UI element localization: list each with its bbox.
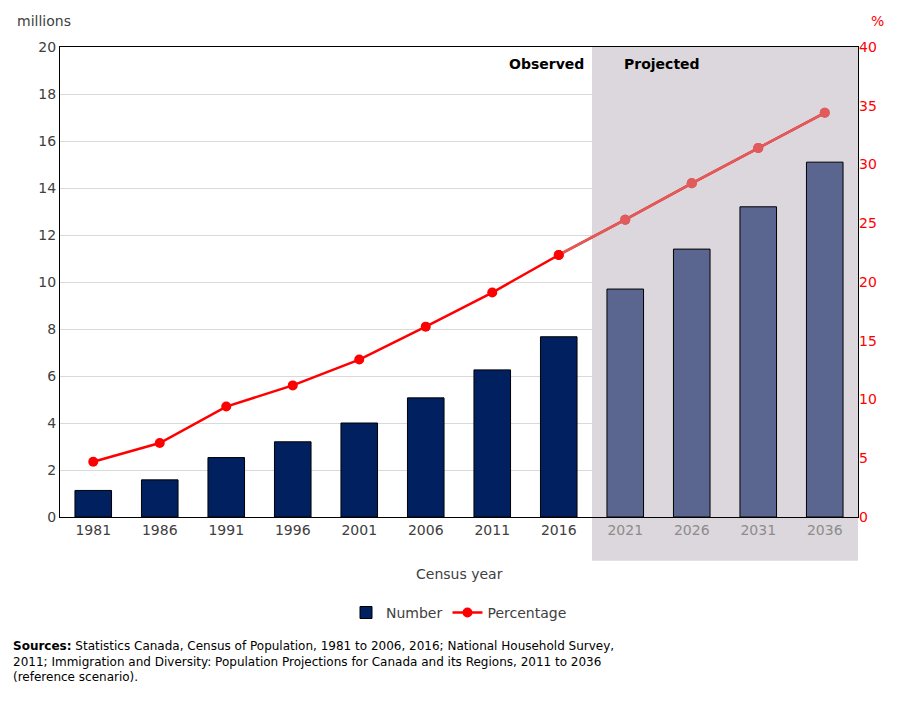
svg-text:16: 16: [38, 133, 56, 149]
svg-text:1991: 1991: [208, 522, 244, 538]
svg-text:Observed: Observed: [509, 56, 584, 72]
svg-text:Sources: Statistics Canada, Ce: Sources: Statistics Canada, Census of Po…: [13, 639, 614, 684]
svg-text:2031: 2031: [740, 522, 776, 538]
svg-text:40: 40: [859, 39, 877, 55]
svg-text:2021: 2021: [607, 522, 643, 538]
svg-text:1981: 1981: [75, 522, 111, 538]
svg-text:20: 20: [38, 39, 56, 55]
svg-text:5: 5: [859, 450, 868, 466]
svg-text:Projected: Projected: [624, 56, 700, 72]
svg-text:2011: 2011: [474, 522, 510, 538]
svg-text:%: %: [871, 13, 884, 29]
svg-text:2016: 2016: [541, 522, 577, 538]
svg-text:1996: 1996: [275, 522, 311, 538]
svg-text:Percentage: Percentage: [487, 605, 566, 621]
svg-text:1986: 1986: [142, 522, 178, 538]
svg-text:Number: Number: [386, 605, 442, 621]
svg-text:0: 0: [859, 509, 868, 525]
svg-text:2036: 2036: [807, 522, 843, 538]
svg-text:15: 15: [859, 333, 877, 349]
svg-text:8: 8: [47, 321, 56, 337]
svg-text:25: 25: [859, 215, 877, 231]
svg-text:2026: 2026: [674, 522, 710, 538]
svg-text:2001: 2001: [341, 522, 377, 538]
svg-text:0: 0: [47, 509, 56, 525]
svg-text:millions: millions: [17, 13, 71, 29]
svg-text:20: 20: [859, 274, 877, 290]
svg-text:10: 10: [859, 391, 877, 407]
svg-text:2006: 2006: [408, 522, 444, 538]
svg-text:18: 18: [38, 86, 56, 102]
svg-text:Census year: Census year: [416, 566, 503, 582]
svg-text:30: 30: [859, 156, 877, 172]
svg-text:6: 6: [47, 368, 56, 384]
svg-text:14: 14: [38, 180, 56, 196]
svg-text:10: 10: [38, 274, 56, 290]
svg-text:4: 4: [47, 415, 56, 431]
svg-text:2: 2: [47, 462, 56, 478]
svg-text:35: 35: [859, 98, 877, 114]
svg-text:12: 12: [38, 227, 56, 243]
